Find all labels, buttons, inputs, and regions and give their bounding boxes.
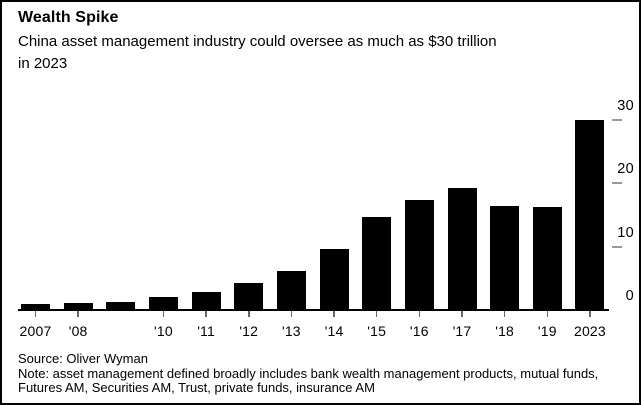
x-tick-2018 bbox=[503, 311, 506, 317]
x-tick-2017 bbox=[461, 311, 463, 317]
bar-2008 bbox=[63, 303, 93, 310]
x-tick-2007 bbox=[34, 311, 37, 317]
bar-2014 bbox=[319, 249, 349, 310]
x-tick-2023 bbox=[589, 311, 591, 317]
bar-2009 bbox=[106, 301, 136, 310]
bar-2018 bbox=[490, 206, 520, 310]
x-tick-2013 bbox=[290, 311, 293, 317]
bar-2013 bbox=[276, 270, 306, 310]
x-tick-label-2023: 2023 bbox=[573, 323, 606, 339]
chart-subtitle: China asset management industry could ov… bbox=[18, 33, 497, 72]
x-tick-2010 bbox=[162, 311, 165, 317]
bar-2015 bbox=[362, 216, 392, 310]
x-tick-label-2015: '15 bbox=[367, 323, 387, 339]
x-tick-label-2016: '16 bbox=[409, 323, 429, 339]
source-line: Source: Oliver Wyman bbox=[18, 351, 148, 366]
x-tick-label-2014: '14 bbox=[324, 323, 344, 339]
x-tick-2014 bbox=[333, 311, 335, 317]
x-tick-2008 bbox=[77, 311, 79, 317]
y-tick-dash-20 bbox=[612, 182, 622, 185]
bar-2011 bbox=[191, 291, 221, 310]
bar-2012 bbox=[234, 283, 264, 310]
x-tick-label-2018: '18 bbox=[495, 323, 515, 339]
bar-2017 bbox=[447, 187, 477, 310]
y-tick-dash-10 bbox=[612, 245, 622, 248]
x-tick-label-2017: '17 bbox=[452, 323, 472, 339]
x-tick-2015 bbox=[375, 311, 378, 317]
x-tick-label-2008: '08 bbox=[68, 323, 88, 339]
x-tick-2011 bbox=[205, 311, 207, 317]
x-tick-label-2011: '11 bbox=[197, 323, 215, 339]
y-tick-label-30: 30 bbox=[617, 98, 634, 114]
x-tick-label-2007: 2007 bbox=[19, 323, 52, 339]
x-tick-label-2013: '13 bbox=[281, 323, 301, 339]
y-tick-dash-30 bbox=[612, 119, 622, 121]
bar-2010 bbox=[148, 296, 178, 310]
bar-2019 bbox=[532, 207, 562, 310]
x-tick-2012 bbox=[248, 311, 250, 317]
y-tick-label-10: 10 bbox=[617, 224, 634, 241]
y-tick-label-20: 20 bbox=[617, 161, 634, 178]
chart-title: Wealth Spike bbox=[18, 9, 119, 26]
x-tick-2019 bbox=[546, 311, 549, 317]
y-tick-label-0: 0 bbox=[625, 288, 634, 304]
x-axis-line bbox=[18, 309, 609, 311]
x-tick-label-2010: '10 bbox=[154, 323, 173, 339]
bar-2007 bbox=[21, 303, 50, 310]
bar-2023 bbox=[575, 120, 605, 310]
x-tick-label-2012: '12 bbox=[239, 323, 259, 339]
x-tick-label-2019: '19 bbox=[537, 323, 557, 339]
note-line: Note: asset management defined broadly i… bbox=[18, 366, 599, 395]
x-tick-2016 bbox=[418, 311, 421, 317]
bar-2016 bbox=[404, 199, 434, 310]
